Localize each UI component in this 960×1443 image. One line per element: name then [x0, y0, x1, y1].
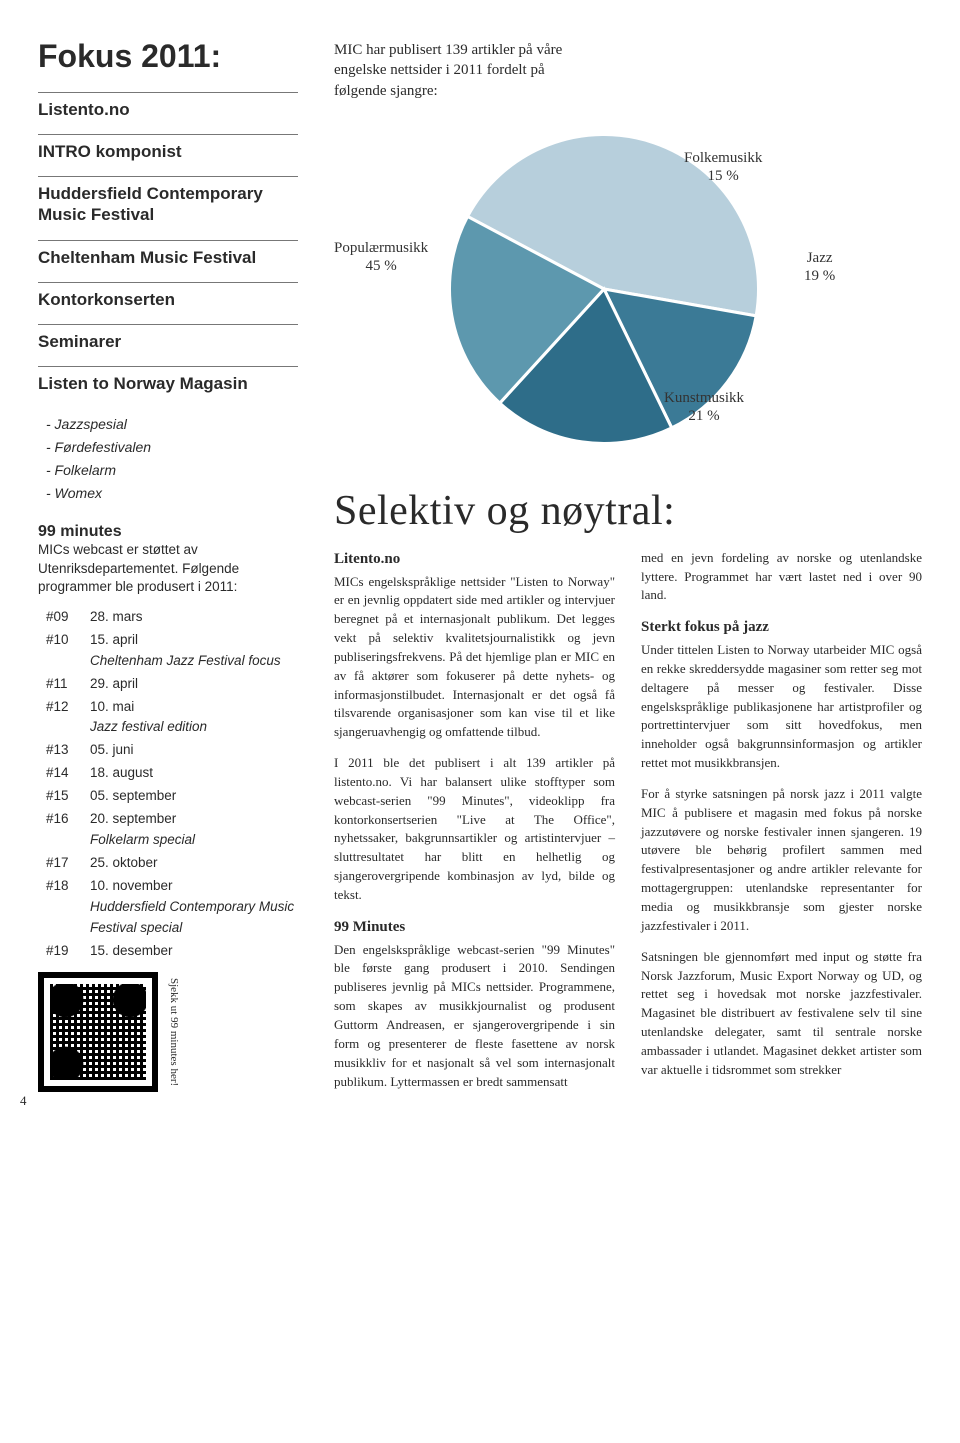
column-1: Litento.no MICs engelskspråklige nettsid… [334, 549, 615, 1104]
program-row: #09 28. mars [46, 607, 298, 628]
program-row: #12 10. maiJazz festival edition [46, 697, 298, 739]
program-date: 10. maiJazz festival edition [90, 697, 207, 739]
program-date: 28. mars [90, 607, 143, 628]
col2-p4: Satsningen ble gjennomført med input og … [641, 948, 922, 1080]
sidebar-block-title: Listen to Norway Magasin [38, 373, 298, 394]
magazine-sublist: - Jazzspesial- Førdefestivalen- Folkelar… [38, 409, 298, 509]
sublist-item: - Womex [46, 482, 298, 505]
col2-p3: For å styrke satsningen på norsk jazz i … [641, 785, 922, 936]
program-list: #09 28. mars #10 15. aprilCheltenham Jazz F… [38, 607, 298, 962]
program-date: 25. oktober [90, 853, 158, 874]
pie-label: Jazz19 % [804, 249, 835, 285]
sidebar-block: Cheltenham Music Festival [38, 240, 298, 268]
program-date: 15. desember [90, 941, 173, 962]
page-number: 4 [20, 1093, 27, 1109]
col1-h2: 99 Minutes [334, 917, 615, 939]
pie-label: Kunstmusikk21 % [664, 389, 744, 425]
program-row: #19 15. desember [46, 941, 298, 962]
sidebar-block: Listento.no [38, 92, 298, 120]
qr-wrap: Sjekk ut 99 minutes her! [38, 972, 298, 1092]
sidebar-block: Seminarer [38, 324, 298, 352]
main: MIC har publisert 139 artikler på våre e… [334, 40, 922, 1103]
program-row: #10 15. aprilCheltenham Jazz Festival foc… [46, 630, 298, 672]
col2-p1: med en jevn fordeling av norske og utenl… [641, 549, 922, 606]
article-title: Selektiv og nøytral: [334, 487, 922, 535]
col1-p3: Den engelskspråklige webcast-serien "99 … [334, 941, 615, 1092]
sidebar-block: Kontorkonserten [38, 282, 298, 310]
program-date: 15. aprilCheltenham Jazz Festival focus [90, 630, 281, 672]
qr-label: Sjekk ut 99 minutes her! [168, 978, 180, 1086]
sidebar-block-title: Cheltenham Music Festival [38, 247, 298, 268]
program-number: #10 [46, 630, 80, 672]
program-row: #18 10. novemberHuddersfield Contemporary… [46, 876, 298, 939]
pie-chart-area: Populærmusikk45 % Folkemusikk15 % Jazz19 %… [334, 119, 922, 459]
program-number: #15 [46, 786, 80, 807]
qr-code-icon [38, 972, 158, 1092]
program-date: 05. juni [90, 740, 134, 761]
program-extra: Huddersfield Contemporary Music Festival… [90, 897, 298, 939]
intro-text: MIC har publisert 139 artikler på våre e… [334, 40, 594, 101]
sidebar-block-title: Seminarer [38, 331, 298, 352]
program-date: 10. novemberHuddersfield Contemporary Mu… [90, 876, 298, 939]
program-number: #18 [46, 876, 80, 939]
program-number: #17 [46, 853, 80, 874]
program-row: #17 25. oktober [46, 853, 298, 874]
ninety-nine-body: MICs webcast er støttet av Utenriksdepar… [38, 541, 298, 597]
sidebar: Fokus 2011: Listento.no INTRO komponist Hu… [38, 40, 298, 1103]
pie-label: Folkemusikk15 % [684, 149, 762, 185]
col1-p2: I 2011 ble det publisert i alt 139 artik… [334, 754, 615, 905]
sidebar-block-title: Huddersfield Contemporary Music Festival [38, 183, 298, 226]
program-number: #13 [46, 740, 80, 761]
sublist-item: - Førdefestivalen [46, 436, 298, 459]
sidebar-block-title: Kontorkonserten [38, 289, 298, 310]
article-columns: Litento.no MICs engelskspråklige nettsid… [334, 549, 922, 1104]
program-row: #13 05. juni [46, 740, 298, 761]
col2-p2: Under tittelen Listen to Norway utarbeid… [641, 641, 922, 773]
program-extra: Cheltenham Jazz Festival focus [90, 651, 281, 672]
sidebar-block: Huddersfield Contemporary Music Festival [38, 176, 298, 226]
sidebar-title: Fokus 2011: [38, 40, 298, 74]
program-extra: Folkelarm special [90, 830, 195, 851]
program-date: 05. september [90, 786, 176, 807]
program-number: #09 [46, 607, 80, 628]
col1-h1: Litento.no [334, 549, 615, 571]
ninety-nine-title: 99 minutes [38, 523, 298, 541]
program-number: #19 [46, 941, 80, 962]
sidebar-block-title: Listento.no [38, 99, 298, 120]
program-date: 18. august [90, 763, 153, 784]
program-row: #15 05. september [46, 786, 298, 807]
sublist-item: - Jazzspesial [46, 413, 298, 436]
program-extra: Jazz festival edition [90, 717, 207, 738]
program-number: #11 [46, 674, 80, 695]
program-row: #16 20. septemberFolkelarm special [46, 809, 298, 851]
col1-p1: MICs engelskspråklige nettsider "Listen … [334, 573, 615, 743]
program-row: #11 29. april [46, 674, 298, 695]
program-row: #14 18. august [46, 763, 298, 784]
program-number: #12 [46, 697, 80, 739]
program-number: #16 [46, 809, 80, 851]
program-date: 20. septemberFolkelarm special [90, 809, 195, 851]
sublist-item: - Folkelarm [46, 459, 298, 482]
sidebar-block-title: INTRO komponist [38, 141, 298, 162]
sidebar-block: Listen to Norway Magasin [38, 366, 298, 394]
program-date: 29. april [90, 674, 138, 695]
sidebar-block: INTRO komponist [38, 134, 298, 162]
column-2: med en jevn fordeling av norske og utenl… [641, 549, 922, 1104]
program-number: #14 [46, 763, 80, 784]
col2-h1: Sterkt fokus på jazz [641, 617, 922, 639]
pie-label: Populærmusikk45 % [334, 239, 428, 275]
